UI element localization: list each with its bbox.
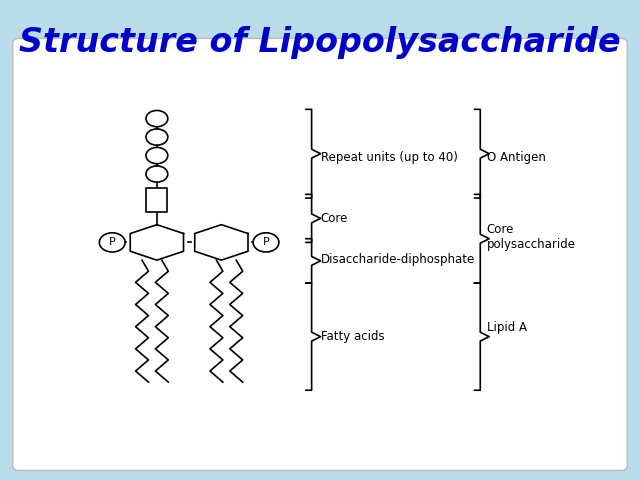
Text: P: P <box>262 238 269 247</box>
Bar <box>147 188 167 212</box>
Text: P: P <box>109 238 116 247</box>
Text: Fatty acids: Fatty acids <box>321 330 384 343</box>
Text: Structure of Lipopolysaccharide: Structure of Lipopolysaccharide <box>19 26 621 60</box>
Text: Core: Core <box>321 212 348 225</box>
Circle shape <box>99 233 125 252</box>
Circle shape <box>146 147 168 164</box>
Text: Core
polysaccharide: Core polysaccharide <box>486 223 576 251</box>
Text: O Antigen: O Antigen <box>486 151 545 164</box>
Text: Lipid A: Lipid A <box>486 321 527 334</box>
Text: Disaccharide-diphosphate: Disaccharide-diphosphate <box>321 252 475 265</box>
Circle shape <box>146 166 168 182</box>
Polygon shape <box>131 225 184 260</box>
Circle shape <box>146 129 168 145</box>
Polygon shape <box>195 225 248 260</box>
Circle shape <box>146 110 168 127</box>
Text: Repeat units (up to 40): Repeat units (up to 40) <box>321 151 458 164</box>
Circle shape <box>253 233 279 252</box>
